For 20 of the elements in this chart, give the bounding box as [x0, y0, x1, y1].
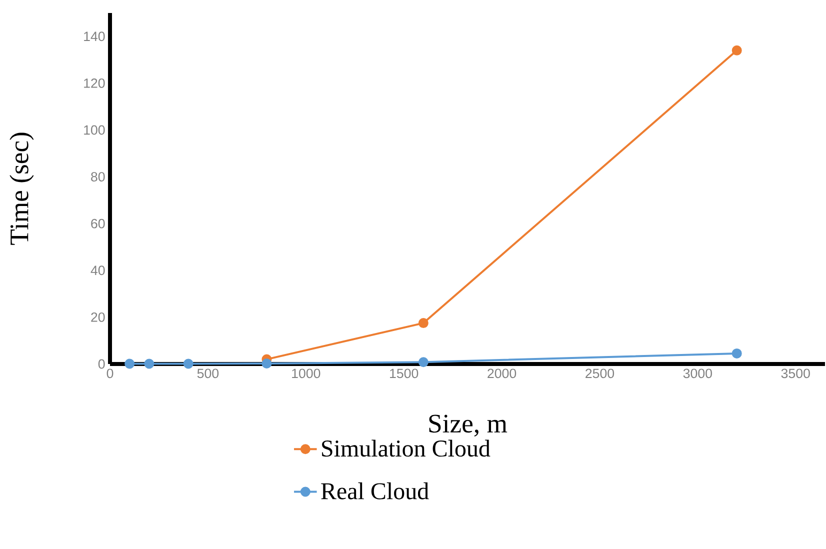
y-tick-label: 120: [84, 78, 105, 88]
y-axis-title: Time (sec): [10, 132, 34, 245]
y-tick-label: 100: [84, 125, 105, 135]
x-tick-label: 0: [106, 368, 114, 378]
legend-label: Simulation Cloud: [322, 440, 490, 457]
x-tick-label: 3000: [683, 368, 712, 378]
y-tick-label: 20: [91, 312, 105, 322]
x-tick-label: 1000: [292, 368, 320, 378]
x-tick-label: 500: [197, 368, 219, 378]
x-tick-label: 2000: [488, 368, 516, 378]
y-tick-label: 80: [91, 172, 105, 182]
y-tick-label: 40: [90, 266, 105, 276]
x-axis-title: Size, m: [429, 414, 508, 436]
x-tick-label: 3500: [781, 368, 810, 378]
y-tick-label: 140: [84, 32, 105, 42]
y-tick-label: 60: [91, 218, 105, 228]
legend-label: Real Cloud: [321, 482, 429, 500]
y-tick-label: 0: [98, 359, 105, 369]
x-tick-label: 1500: [390, 368, 418, 378]
x-tick-label: 2500: [586, 368, 614, 378]
